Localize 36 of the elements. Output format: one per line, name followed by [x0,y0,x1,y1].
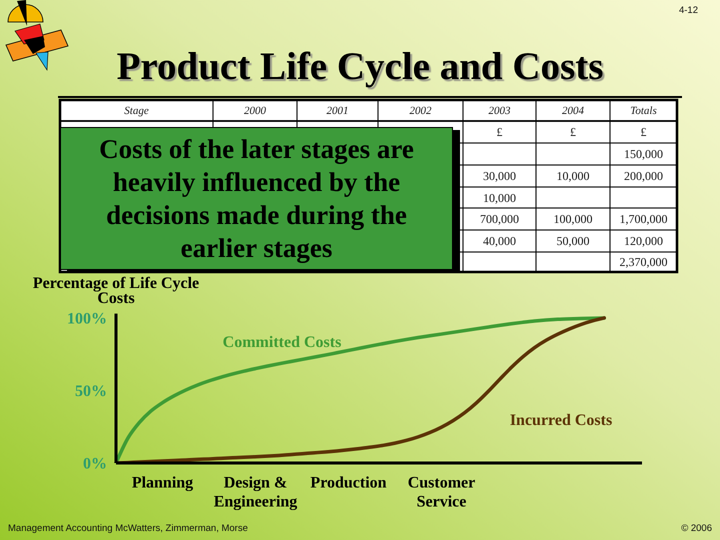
text: 10,000 [483,190,516,204]
text: 2000 [244,104,266,118]
text: 120,000 [624,234,663,248]
text: £ [640,125,646,139]
text: 1,700,000 [620,212,668,226]
series-label: Committed Costs [222,334,342,351]
y-tick-label: 0% [83,456,107,473]
chart-title: Product Life Cycle and Costs [116,45,604,88]
x-tick-label: Customer Service [408,474,476,511]
text: 2001 [326,104,348,118]
text: 2003 [488,104,510,118]
text: 40,000 [483,234,516,248]
y-tick-label: 100% [67,310,107,328]
text: 200,000 [624,169,663,183]
text: 4-12 [678,5,698,16]
text: Stage [124,104,149,118]
text: Management Accounting McWatters, Zimmerman, Morse [8,523,248,534]
x-tick-label: Design & Engineering [214,474,298,511]
y-tick-label: 50% [75,383,107,400]
y-axis-title: Percentage of Life Cycle Costs [32,275,200,307]
text: 150,000 [624,147,663,161]
text: 2004 [562,104,584,118]
text: © 2006 [681,523,712,534]
text: 30,000 [483,169,516,183]
x-tick-label: Planning [132,474,194,492]
text: Totals [630,104,657,118]
text: 2,370,000 [620,255,668,269]
text: 700,000 [480,212,519,226]
text: 50,000 [556,234,590,248]
series-label: Incurred Costs [510,412,612,429]
text: £ [570,125,576,139]
x-tick-label: Production [310,474,387,492]
text: 10,000 [556,169,590,183]
text: £ [496,125,502,139]
text: 2002 [410,104,432,118]
text: 100,000 [554,212,592,226]
